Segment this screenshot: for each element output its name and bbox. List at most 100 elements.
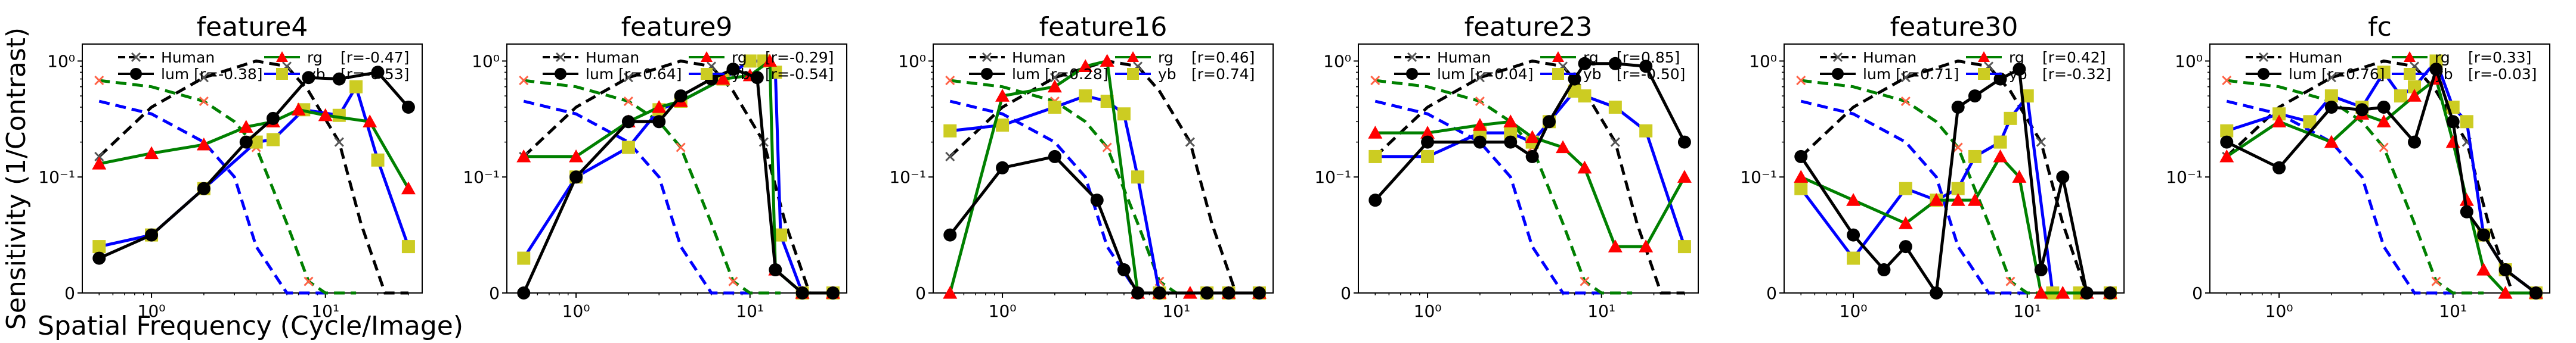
marker-lum <box>92 251 106 265</box>
marker-Human <box>199 73 209 83</box>
series-rg <box>1375 120 1686 248</box>
legend-lum-label: lum [r=-0.38] <box>161 66 263 83</box>
marker-lum <box>1578 57 1592 70</box>
marker-lum <box>726 63 740 76</box>
panel-title: feature9 <box>621 12 733 42</box>
series-rg_human <box>1800 79 2058 295</box>
marker-rg <box>92 157 107 170</box>
marker-lum <box>2056 170 2070 184</box>
legend-lum-label: lum [r=0.76] <box>2289 66 2385 83</box>
legend-rg-r: [r=-0.29] <box>765 49 834 66</box>
marker-yb <box>1677 240 1691 254</box>
marker-lum <box>2012 63 2026 76</box>
marker-rg_human <box>2005 276 2015 286</box>
y-axis-label: Sensitivity (1/Contrast) <box>1 27 32 330</box>
panel-title: feature4 <box>197 12 308 42</box>
legend-yb-r: [r=-0.50] <box>1617 66 1685 83</box>
panel-title: feature23 <box>1465 12 1593 42</box>
legend-yb-label: yb <box>1158 66 1176 83</box>
y-tick-label: 0 <box>1766 283 1777 303</box>
legend-yb-marker <box>1127 68 1139 80</box>
marker-rg <box>1078 59 1093 72</box>
marker-lum <box>332 72 346 86</box>
legend-human-marker <box>1832 52 1843 63</box>
marker-yb <box>1608 100 1622 114</box>
marker-rg <box>2407 89 2422 102</box>
marker-rg <box>1639 239 1654 252</box>
y-tick-label: 10⁰ <box>1323 51 1351 71</box>
marker-lum <box>2408 135 2422 149</box>
legend-human-label: Human <box>1437 49 1491 66</box>
panel-title: feature16 <box>1039 12 1168 42</box>
legend-human-marker <box>1407 52 1417 63</box>
marker-rg <box>1472 118 1487 131</box>
x-tick-label: 10¹ <box>736 301 764 321</box>
series-rg <box>1800 154 2110 295</box>
marker-Human <box>1049 73 1060 83</box>
marker-rg <box>762 54 777 67</box>
x-tick-label: 10¹ <box>2013 301 2041 321</box>
legend-yb-marker <box>276 68 288 80</box>
marker-lum <box>1368 194 1382 207</box>
legend-human-marker <box>131 52 141 63</box>
marker-yb <box>2272 107 2286 121</box>
marker-rg_human <box>94 76 104 86</box>
marker-lum <box>2429 63 2443 76</box>
legend-human-label: Human <box>586 49 639 66</box>
marker-rg <box>1420 126 1435 139</box>
marker-rg <box>291 102 306 116</box>
marker-lum <box>302 71 315 85</box>
marker-rg <box>1677 170 1692 183</box>
marker-lum <box>2377 100 2391 114</box>
marker-rg <box>652 99 667 113</box>
marker-lum <box>1542 115 1556 129</box>
legend-yb-r: [r=-0.54] <box>765 66 834 83</box>
legend-human-label: Human <box>1012 49 1066 66</box>
marker-Human <box>94 151 104 161</box>
marker-lum <box>1968 89 1981 103</box>
marker-rg <box>1794 170 1809 183</box>
marker-rg_human <box>304 276 314 286</box>
legend-yb-label: yb <box>1583 66 1602 83</box>
x-tick-label: 10⁰ <box>562 301 590 321</box>
marker-lum <box>1847 228 1860 242</box>
marker-lum <box>1048 149 1061 163</box>
marker-yb <box>943 124 957 138</box>
marker-lum <box>517 286 531 300</box>
legend-human-label: Human <box>2289 49 2342 66</box>
marker-rg_human <box>1953 142 1963 152</box>
marker-rg_human <box>728 276 738 286</box>
x-tick-label: 10¹ <box>2439 301 2467 321</box>
series-lum <box>949 155 1259 295</box>
marker-rg <box>1556 140 1571 154</box>
marker-yb <box>1578 89 1592 103</box>
marker-rg <box>239 120 253 133</box>
marker-rg <box>144 146 159 160</box>
marker-rg <box>196 137 211 151</box>
marker-rg <box>1950 193 1965 206</box>
legend-rg-r: [r=0.33] <box>2468 49 2531 66</box>
x-tick-label: 10⁰ <box>2265 301 2293 321</box>
marker-rg <box>1525 130 1540 144</box>
legend-rg-r: [r=0.42] <box>2042 49 2106 66</box>
y-tick-label: 10⁰ <box>2175 51 2203 71</box>
marker-rg_human <box>1102 142 1112 152</box>
legend-yb-marker <box>1552 68 1564 80</box>
marker-yb <box>349 80 363 93</box>
marker-lum <box>1525 149 1539 163</box>
marker-rg <box>2476 263 2491 276</box>
marker-Human <box>1185 137 1195 147</box>
marker-yb <box>1639 124 1653 138</box>
axes-frame <box>506 43 847 294</box>
legend-human-marker <box>555 52 566 63</box>
marker-yb <box>774 228 788 242</box>
x-tick-label: 10¹ <box>1587 301 1615 321</box>
marker-lum <box>569 170 583 184</box>
marker-rg <box>401 181 416 195</box>
legend-lum-marker <box>2258 68 2270 80</box>
marker-rg <box>516 149 531 163</box>
